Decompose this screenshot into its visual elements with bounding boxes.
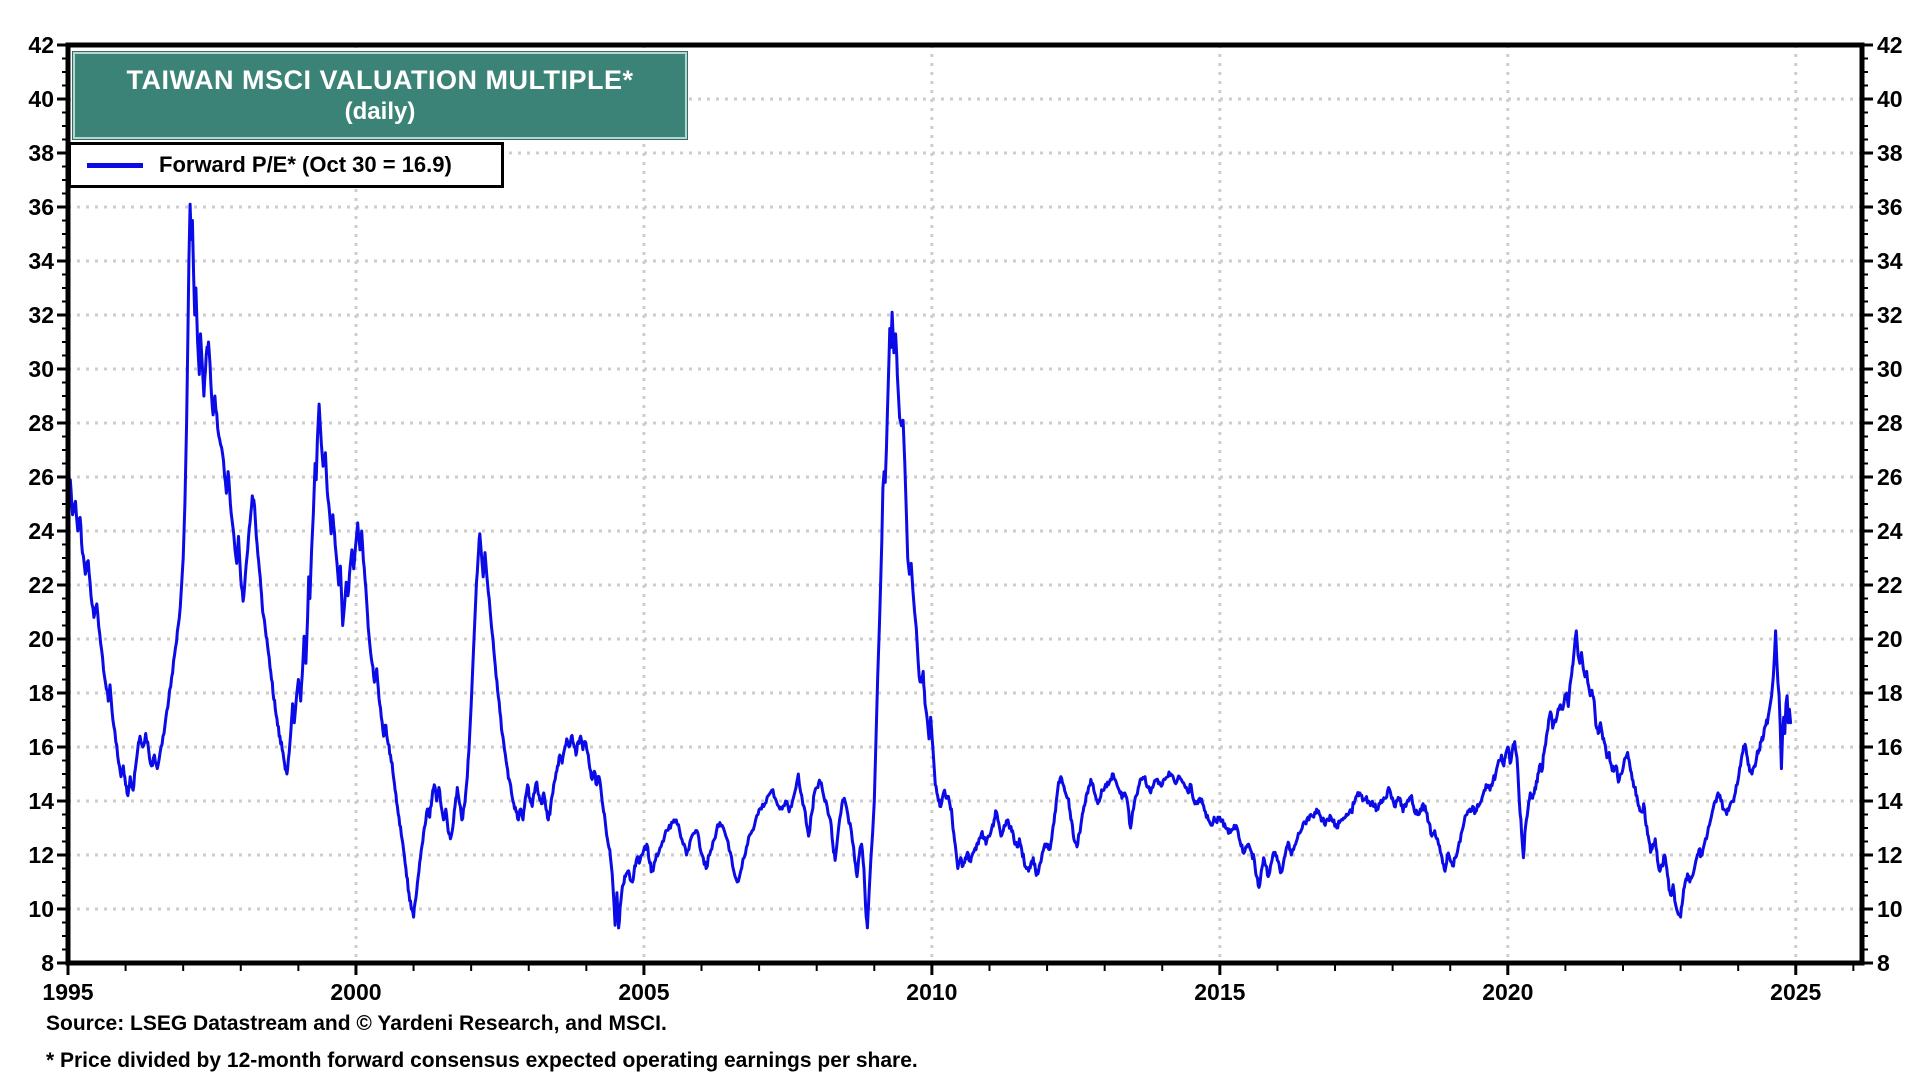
x-axis-label: 2020: [1482, 979, 1533, 1005]
footnote: * Price divided by 12-month forward cons…: [46, 1049, 918, 1072]
y-axis-label-left: 8: [41, 950, 54, 976]
y-axis-label-right: 28: [1877, 410, 1903, 436]
forward-pe-line: [66, 202, 1793, 930]
y-axis-label-right: 12: [1877, 842, 1903, 868]
y-axis-label-right: 32: [1877, 302, 1903, 328]
y-axis-label-left: 16: [28, 734, 54, 760]
y-axis-label-left: 22: [28, 572, 54, 598]
y-axis-label-left: 30: [28, 356, 54, 382]
y-axis-label-right: 42: [1877, 32, 1903, 58]
y-axis-label-right: 36: [1877, 194, 1903, 220]
y-axis-label-right: 40: [1877, 86, 1903, 112]
x-axis-label: 1995: [42, 979, 93, 1005]
x-axis-label: 2005: [618, 979, 669, 1005]
y-axis-label-right: 14: [1877, 788, 1903, 814]
y-axis-label-right: 18: [1877, 680, 1903, 706]
chart-title: TAIWAN MSCI VALUATION MULTIPLE*: [126, 65, 634, 96]
y-axis-label-left: 28: [28, 410, 54, 436]
y-axis-label-left: 42: [28, 32, 54, 58]
y-axis-label-right: 26: [1877, 464, 1903, 490]
chart-subtitle: (daily): [344, 97, 416, 125]
y-axis-label-left: 38: [28, 140, 54, 166]
x-axis-label: 2025: [1770, 979, 1821, 1005]
x-axis-label: 2015: [1194, 979, 1245, 1005]
y-axis-label-left: 10: [28, 896, 54, 922]
y-axis-label-right: 22: [1877, 572, 1903, 598]
plot-border: [65, 42, 1865, 966]
y-axis-label-right: 38: [1877, 140, 1903, 166]
y-axis-label-left: 20: [28, 626, 54, 652]
y-axis-label-right: 34: [1877, 248, 1903, 274]
y-axis-label-left: 18: [28, 680, 54, 706]
y-axis-label-left: 34: [28, 248, 54, 274]
legend-line-swatch-icon: [87, 162, 143, 168]
y-axis-label-left: 26: [28, 464, 54, 490]
y-axis-label-right: 20: [1877, 626, 1903, 652]
chart-title-box: TAIWAN MSCI VALUATION MULTIPLE* (daily): [72, 51, 688, 140]
y-axis-label-left: 12: [28, 842, 54, 868]
legend-label: Forward P/E* (Oct 30 = 16.9): [159, 152, 452, 177]
x-axis-label: 2000: [330, 979, 381, 1005]
y-axis-label-right: 24: [1877, 518, 1903, 544]
y-axis-label-left: 14: [28, 788, 54, 814]
y-axis-label-left: 40: [28, 86, 54, 112]
y-axis-label-right: 8: [1877, 950, 1890, 976]
y-axis-label-right: 10: [1877, 896, 1903, 922]
legend: Forward P/E* (Oct 30 = 16.9): [68, 142, 504, 188]
y-axis-label-left: 32: [28, 302, 54, 328]
y-axis-label-right: 30: [1877, 356, 1903, 382]
y-axis-label-right: 16: [1877, 734, 1903, 760]
y-axis-label-left: 36: [28, 194, 54, 220]
source-note: Source: LSEG Datastream and © Yardeni Re…: [46, 1012, 667, 1035]
y-axis-label-left: 24: [28, 518, 54, 544]
x-axis-label: 2010: [906, 979, 957, 1005]
